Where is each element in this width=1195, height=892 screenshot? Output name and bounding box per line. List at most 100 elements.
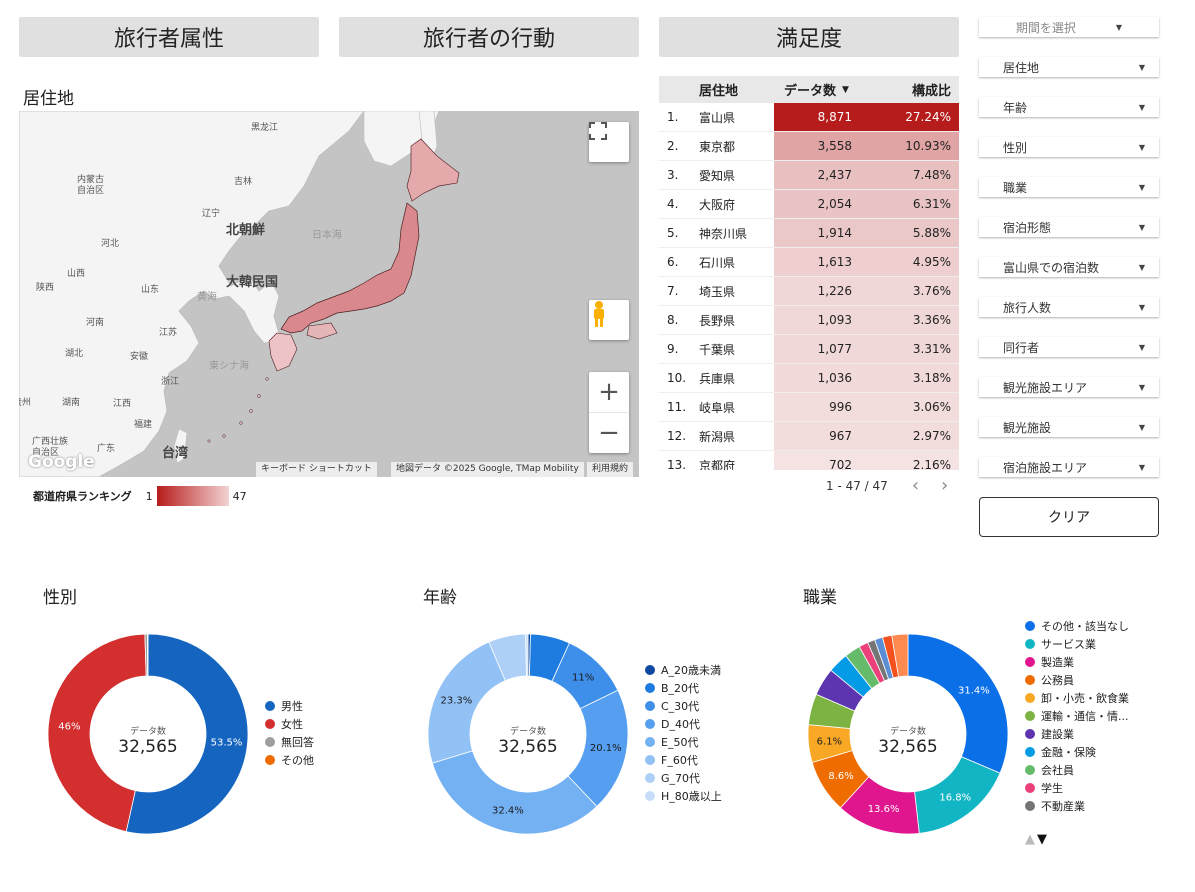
legend-item[interactable]: その他・該当なし [1025, 617, 1129, 635]
age-slice[interactable] [431, 750, 598, 835]
clear-button[interactable]: クリア [979, 497, 1159, 537]
row-ratio: 10.93% [858, 132, 959, 160]
legend-item[interactable]: その他 [265, 751, 314, 769]
row-prefecture: 愛知県 [699, 168, 736, 183]
gender-slice[interactable] [146, 633, 149, 677]
legend-item[interactable]: 不動産業 [1025, 797, 1129, 815]
legend-item[interactable]: E_50代 [645, 733, 722, 751]
map-label-sea-of-japan: 日本海 [312, 230, 342, 241]
legend-item[interactable]: 学生 [1025, 779, 1129, 797]
tab-satisfaction[interactable]: 満足度 [659, 17, 959, 57]
filter-dropdown[interactable]: 年齢 ▼ [979, 97, 1159, 117]
table-row[interactable]: 2. 東京都 3,558 10.93% [659, 132, 959, 161]
table-row[interactable]: 13. 京都府 702 2.16% [659, 451, 959, 470]
occupation-slice[interactable] [891, 633, 909, 678]
gender-slice[interactable] [125, 633, 249, 835]
filter-dropdown[interactable]: 同行者 ▼ [979, 337, 1159, 357]
legend-item[interactable]: 無回答 [265, 733, 314, 751]
table-row[interactable]: 7. 埼玉県 1,226 3.76% [659, 277, 959, 306]
zoom-out-button[interactable]: − [589, 413, 629, 453]
legend-label: 無回答 [281, 736, 314, 749]
table-row[interactable]: 6. 石川県 1,613 4.95% [659, 248, 959, 277]
dropdown-arrow-icon: ▼ [1138, 262, 1145, 272]
legend-item[interactable]: 運輸・通信・情... [1025, 707, 1129, 725]
next-page-icon[interactable]: › [941, 475, 949, 496]
gender-slice-label: 53.5% [211, 738, 243, 749]
legend-item[interactable]: 建設業 [1025, 725, 1129, 743]
row-count: 1,914 [774, 219, 858, 247]
col-header-pref[interactable]: 居住地 [699, 84, 739, 99]
occupation-slice[interactable] [907, 633, 1009, 774]
table-row[interactable]: 12. 新潟県 967 2.97% [659, 422, 959, 451]
col-header-count[interactable]: データ数 ▼ [774, 76, 858, 103]
residence-map[interactable]: 黒龙江 内蒙古 自治区 吉林 辽宁 北朝鮮 日本海 河北 山西 大韓民国 陕西 … [19, 111, 639, 477]
table-row[interactable]: 8. 長野県 1,093 3.36% [659, 306, 959, 335]
legend-item[interactable]: 男性 [265, 697, 314, 715]
row-ratio: 3.31% [858, 335, 959, 363]
terms-link[interactable]: 利用規約 [587, 462, 634, 477]
legend-item[interactable]: B_20代 [645, 679, 722, 697]
legend-next-icon[interactable]: ▼ [1037, 832, 1047, 847]
filter-dropdown[interactable]: 観光施設 ▼ [979, 417, 1159, 437]
table-row[interactable]: 10. 兵庫県 1,036 3.18% [659, 364, 959, 393]
google-logo: Google [28, 452, 95, 472]
legend-item[interactable]: 卸・小売・飲食業 [1025, 689, 1129, 707]
legend-item[interactable]: C_30代 [645, 697, 722, 715]
fullscreen-button[interactable] [589, 122, 629, 162]
filter-dropdown[interactable]: 職業 ▼ [979, 177, 1159, 197]
legend-label: E_50代 [661, 736, 699, 749]
row-number: 10. [667, 371, 687, 385]
col-header-ratio[interactable]: 構成比 [911, 84, 951, 99]
filter-dropdown[interactable]: 旅行人数 ▼ [979, 297, 1159, 317]
gender-slice[interactable] [47, 633, 147, 833]
legend-item[interactable]: F_60代 [645, 751, 722, 769]
legend-item[interactable]: 金融・保険 [1025, 743, 1129, 761]
row-prefecture: 大阪府 [699, 197, 736, 212]
table-row[interactable]: 4. 大阪府 2,054 6.31% [659, 190, 959, 219]
table-row[interactable]: 11. 岐阜県 996 3.06% [659, 393, 959, 422]
filter-dropdown[interactable]: 性別 ▼ [979, 137, 1159, 157]
table-row[interactable]: 5. 神奈川県 1,914 5.88% [659, 219, 959, 248]
prev-page-icon[interactable]: ‹ [911, 475, 920, 496]
legend-item[interactable]: 女性 [265, 715, 314, 733]
legend-item[interactable]: 公務員 [1025, 671, 1129, 689]
fullscreen-icon [589, 122, 607, 140]
filter-dropdown[interactable]: 宿泊形態 ▼ [979, 217, 1159, 237]
legend-item[interactable]: サービス業 [1025, 635, 1129, 653]
legend-item[interactable]: G_70代 [645, 769, 722, 787]
keyboard-shortcuts-link[interactable]: キーボード ショートカット [256, 462, 377, 477]
dropdown-arrow-icon: ▼ [1138, 342, 1145, 352]
row-number: 6. [667, 255, 679, 269]
tab-traveler-behavior[interactable]: 旅行者の行動 [339, 17, 639, 57]
table-row[interactable]: 3. 愛知県 2,437 7.48% [659, 161, 959, 190]
dropdown-arrow-icon: ▼ [1138, 422, 1145, 432]
row-prefecture: 東京都 [699, 139, 736, 154]
filter-dropdown[interactable]: 居住地 ▼ [979, 57, 1159, 77]
map-title: 居住地 [23, 89, 74, 109]
filter-dropdown[interactable]: 観光施設エリア ▼ [979, 377, 1159, 397]
age-slice[interactable] [525, 633, 529, 677]
legend-swatch [1025, 621, 1035, 631]
street-view-button[interactable] [589, 300, 629, 340]
row-number: 7. [667, 284, 679, 298]
filter-label: 年齢 [1003, 100, 1028, 115]
table-row[interactable]: 1. 富山県 8,871 27.24% [659, 103, 959, 132]
legend-item[interactable]: H_80歳以上 [645, 787, 722, 805]
tab-traveler-attributes[interactable]: 旅行者属性 [19, 17, 319, 57]
filter-dropdown[interactable]: 宿泊施設エリア ▼ [979, 457, 1159, 477]
legend-item[interactable]: A_20歳未満 [645, 661, 722, 679]
row-number: 8. [667, 313, 679, 327]
zoom-in-button[interactable]: + [589, 373, 629, 413]
filter-dropdown[interactable]: 富山県での宿泊数 ▼ [979, 257, 1159, 277]
legend-item[interactable]: D_40代 [645, 715, 722, 733]
gender-center-value: 32,565 [118, 737, 178, 757]
legend-label: C_30代 [661, 700, 700, 713]
table-row[interactable]: 9. 千葉県 1,077 3.31% [659, 335, 959, 364]
legend-item[interactable]: 会社員 [1025, 761, 1129, 779]
legend-item[interactable]: 製造業 [1025, 653, 1129, 671]
row-number: 2. [667, 139, 679, 153]
legend-swatch [265, 719, 275, 729]
period-selector[interactable]: 期間を選択 ▼ [979, 17, 1159, 37]
legend-prev-icon[interactable]: ▲ [1025, 832, 1035, 847]
minus-icon: − [598, 417, 620, 448]
